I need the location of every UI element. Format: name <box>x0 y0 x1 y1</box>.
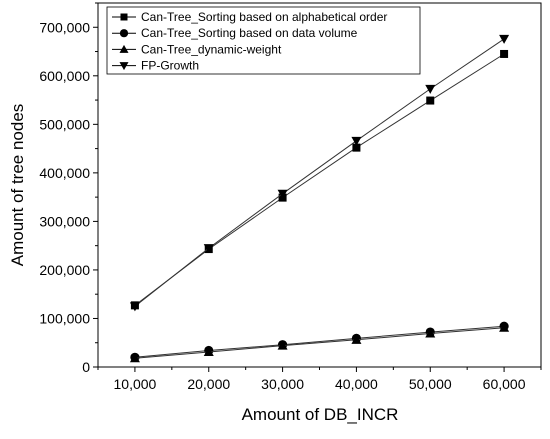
data-point <box>129 353 140 363</box>
data-point <box>426 96 435 105</box>
series-line <box>134 325 505 358</box>
x-tick-label: 40,000 <box>335 376 378 392</box>
data-point <box>203 346 214 356</box>
series-3 <box>129 322 510 363</box>
legend-marker <box>119 44 129 53</box>
data-point <box>203 244 214 254</box>
x-tick-label: 20,000 <box>187 376 230 392</box>
y-tick-label: 400,000 <box>39 165 90 181</box>
x-tick-label: 10,000 <box>114 376 157 392</box>
y-tick-label: 200,000 <box>39 262 90 278</box>
data-point <box>425 328 436 338</box>
legend-label: FP-Growth <box>141 59 199 73</box>
data-point <box>499 322 510 332</box>
legend-marker <box>119 29 129 38</box>
data-point <box>351 136 362 146</box>
legend-box <box>106 6 421 75</box>
legend-label: Can-Tree_dynamic-weight <box>141 42 282 56</box>
x-tick-label: 60,000 <box>483 376 526 392</box>
y-axis-title: Amount of tree nodes <box>8 104 27 267</box>
data-point <box>500 49 509 58</box>
legend-label: Can-Tree_Sorting based on alphabetical o… <box>141 10 387 24</box>
axes: 0 100,000 200,000 300,000 400,000 500,000 600,… <box>39 2 542 392</box>
data-point <box>277 340 288 350</box>
x-tick-label: 30,000 <box>261 376 304 392</box>
legend-marker <box>119 62 129 71</box>
series-line <box>134 38 505 307</box>
y-tick-label: 300,000 <box>39 213 90 229</box>
legend-label: Can-Tree_Sorting based on data volume <box>141 26 358 40</box>
data-point <box>277 189 288 199</box>
y-tick-label: 0 <box>82 359 90 375</box>
series-2 <box>130 321 509 362</box>
x-axis-title: Amount of DB_INCR <box>242 405 399 424</box>
y-tick-label: 100,000 <box>39 310 90 326</box>
y-tick-label: 500,000 <box>39 116 90 132</box>
series-1 <box>130 49 509 310</box>
data-point <box>129 302 140 312</box>
x-tick-label: 50,000 <box>409 376 452 392</box>
series-layer <box>129 34 510 363</box>
data-point <box>351 334 362 344</box>
data-point <box>352 143 361 152</box>
series-line <box>134 53 505 306</box>
y-tick-label: 700,000 <box>39 19 90 35</box>
legend: Can-Tree_Sorting based on alphabetical o… <box>106 6 421 75</box>
y-tick-label: 600,000 <box>39 68 90 84</box>
legend-marker <box>120 13 128 21</box>
data-point <box>499 34 510 44</box>
series-line <box>134 327 505 359</box>
data-point <box>425 84 436 94</box>
series-4 <box>129 34 510 312</box>
